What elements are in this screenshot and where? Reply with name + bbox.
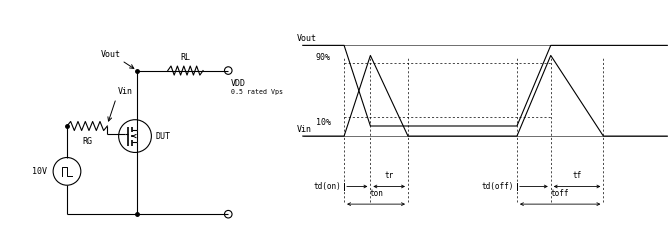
Text: Vin: Vin	[297, 124, 312, 134]
Text: Vout: Vout	[101, 50, 120, 59]
Text: Vout: Vout	[297, 34, 317, 43]
Text: toff: toff	[551, 189, 570, 198]
Text: VDD: VDD	[231, 79, 246, 88]
Text: 10%: 10%	[316, 118, 331, 128]
Text: tr: tr	[384, 171, 394, 180]
Text: DUT: DUT	[155, 132, 170, 141]
Text: td(on): td(on)	[313, 182, 341, 191]
Text: tf: tf	[572, 171, 582, 180]
Text: RG: RG	[82, 137, 92, 146]
Text: ton: ton	[369, 189, 383, 198]
Text: 0.5 rated Vps: 0.5 rated Vps	[231, 89, 282, 96]
Text: td(off): td(off)	[482, 182, 514, 191]
Text: 90%: 90%	[316, 53, 331, 62]
Circle shape	[225, 210, 232, 218]
Text: Vin: Vin	[117, 87, 132, 96]
Circle shape	[225, 67, 232, 74]
Text: RL: RL	[180, 53, 191, 62]
Text: 10V: 10V	[32, 167, 47, 176]
